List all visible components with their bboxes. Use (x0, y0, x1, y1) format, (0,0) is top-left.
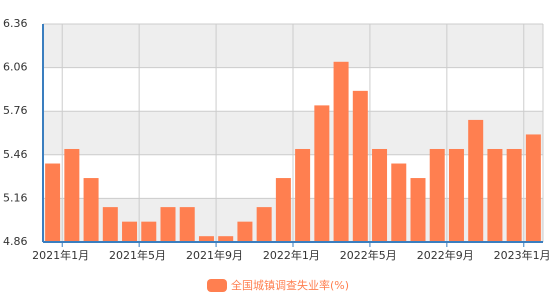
y-tick-label: 5.76 (3, 104, 28, 117)
bar (314, 105, 330, 243)
y-tick-label: 6.06 (3, 61, 28, 74)
bar (525, 134, 541, 242)
bar (468, 119, 484, 242)
x-tick-label: 2022年5月 (340, 248, 397, 262)
bar (429, 148, 445, 242)
bar (352, 90, 368, 242)
y-tick-label: 6.36 (3, 17, 28, 30)
bar (295, 148, 311, 242)
y-tick-label: 5.16 (3, 191, 28, 204)
bar (45, 163, 61, 242)
x-tick-label: 2021年1月 (32, 248, 89, 262)
bar (218, 236, 234, 242)
bar (256, 207, 272, 242)
bar (122, 221, 138, 242)
x-tick-label: 2022年9月 (417, 248, 474, 262)
x-tick-label: 2022年1月 (263, 248, 320, 262)
bar (83, 178, 99, 242)
x-tick-label: 2023年1月 (494, 248, 551, 262)
bar (333, 61, 349, 242)
x-tick-label: 2021年9月 (186, 248, 243, 262)
bar (487, 148, 503, 242)
x-tick-label: 2021年5月 (109, 248, 166, 262)
bar (141, 221, 157, 242)
bar (372, 148, 388, 242)
bar (506, 148, 522, 242)
bar (160, 207, 176, 242)
y-tick-label: 5.46 (3, 148, 28, 161)
legend-label: 全国城镇调查失业率(%) (231, 278, 349, 292)
bar (391, 163, 407, 242)
bar (179, 207, 195, 242)
bar (198, 236, 214, 242)
bar (237, 221, 253, 242)
bar (102, 207, 118, 242)
bar (448, 148, 464, 242)
bar (64, 148, 80, 242)
legend-swatch (207, 279, 227, 292)
bar (410, 178, 426, 242)
y-tick-label: 4.86 (3, 235, 28, 248)
bar (275, 178, 291, 242)
